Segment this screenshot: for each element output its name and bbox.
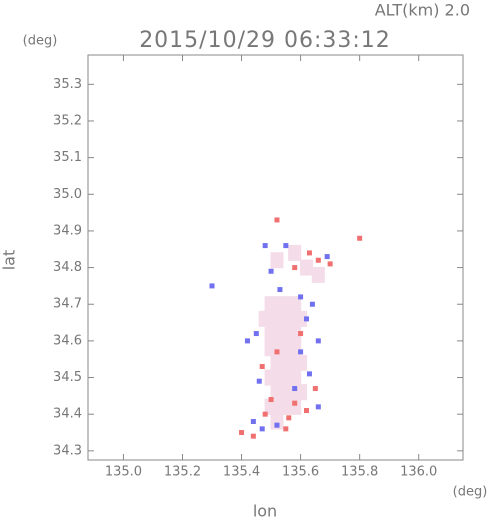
echo-cell: [268, 268, 274, 274]
echo-cell: [315, 404, 321, 410]
echo-cell: [270, 354, 284, 371]
y-unit: (deg): [23, 34, 58, 49]
echo-cell: [270, 384, 284, 401]
y-tick-label: 34.7: [53, 297, 82, 312]
echo-cell: [312, 386, 318, 392]
y-tick-label: 34.4: [53, 407, 82, 422]
x-tick-label: 135.6: [282, 465, 319, 480]
echo-cell: [277, 287, 283, 293]
echo-cell: [298, 294, 304, 300]
echo-cell: [327, 261, 333, 267]
echo-cell: [283, 426, 289, 432]
echo-cell: [276, 340, 290, 357]
echo-cell: [288, 244, 302, 261]
x-tick-label: 136.0: [400, 465, 437, 480]
echo-cell: [262, 411, 268, 417]
echo-cell: [315, 257, 321, 263]
altitude-label: ALT(km) 2.0: [375, 1, 470, 20]
echo-cell: [283, 243, 289, 249]
echo-cell: [324, 254, 330, 260]
echo-cell: [239, 430, 245, 436]
echo-cell: [262, 243, 268, 249]
y-axis-label: lat: [0, 250, 19, 271]
echo-cell: [288, 398, 302, 415]
y-tick-label: 35.2: [53, 113, 82, 128]
echo-cell: [292, 400, 298, 406]
echo-cell: [274, 422, 280, 428]
y-tick-label: 34.3: [53, 443, 82, 458]
echo-cell: [304, 316, 310, 322]
echo-cell: [276, 296, 290, 313]
y-tick-label: 35.0: [53, 187, 82, 202]
echo-cell: [282, 384, 296, 401]
echo-cell: [259, 426, 265, 432]
echo-cell: [264, 325, 278, 342]
echo-cell: [309, 301, 315, 307]
echo-cell: [253, 331, 259, 337]
echo-cell: [288, 296, 302, 313]
x-unit: (deg): [453, 485, 488, 500]
y-tick-label: 35.3: [53, 77, 82, 92]
y-tick-label: 34.6: [53, 333, 82, 348]
echo-cell: [304, 408, 310, 414]
y-tick-label: 35.1: [53, 150, 82, 165]
echo-cell: [276, 325, 290, 342]
y-tick-label: 34.8: [53, 260, 82, 275]
echo-cell: [244, 338, 250, 344]
echo-cell: [270, 413, 284, 430]
echo-cell: [357, 235, 363, 241]
echo-cell: [264, 296, 278, 313]
echo-cell: [274, 217, 280, 223]
echo-cell: [306, 371, 312, 377]
x-tick-label: 135.4: [223, 465, 260, 480]
echo-cell: [282, 310, 296, 327]
echo-cell: [306, 250, 312, 256]
chart-title: 2015/10/29 06:33:12: [139, 28, 391, 53]
echo-cell: [270, 252, 284, 269]
echo-cell: [268, 397, 274, 403]
echo-cell: [300, 259, 314, 276]
x-axis-label: lon: [253, 502, 277, 521]
echo-cell: [292, 265, 298, 271]
echo-cell: [288, 325, 302, 342]
echo-cell: [264, 398, 278, 415]
echo-cell: [270, 310, 284, 327]
x-tick-label: 135.8: [341, 465, 378, 480]
echo-cell: [298, 349, 304, 355]
echo-cell: [209, 283, 215, 289]
echo-cell: [311, 266, 325, 283]
plot-frame: [87, 54, 464, 461]
echo-cell: [286, 415, 292, 421]
echo-cell: [298, 331, 304, 337]
echo-cell: [264, 369, 278, 386]
echo-cell: [315, 338, 321, 344]
echo-cell: [250, 419, 256, 425]
x-tick-label: 135.0: [105, 465, 142, 480]
y-tick-label: 34.9: [53, 223, 82, 238]
echo-cell: [250, 433, 256, 439]
echo-cell: [256, 378, 262, 384]
echo-cell: [258, 310, 272, 327]
echo-cell: [259, 364, 265, 370]
y-tick-label: 34.5: [53, 370, 82, 385]
echo-cell: [292, 386, 298, 392]
echo-cell: [294, 354, 308, 371]
echo-cell: [282, 354, 296, 371]
x-tick-label: 135.2: [164, 465, 201, 480]
echo-cell: [288, 340, 302, 357]
echo-cell: [294, 310, 308, 327]
echo-cell: [276, 369, 290, 386]
echo-cell: [264, 340, 278, 357]
echo-cell: [274, 349, 280, 355]
echo-cell: [276, 398, 290, 415]
echo-cell: [288, 369, 302, 386]
echo-cell: [294, 384, 308, 401]
